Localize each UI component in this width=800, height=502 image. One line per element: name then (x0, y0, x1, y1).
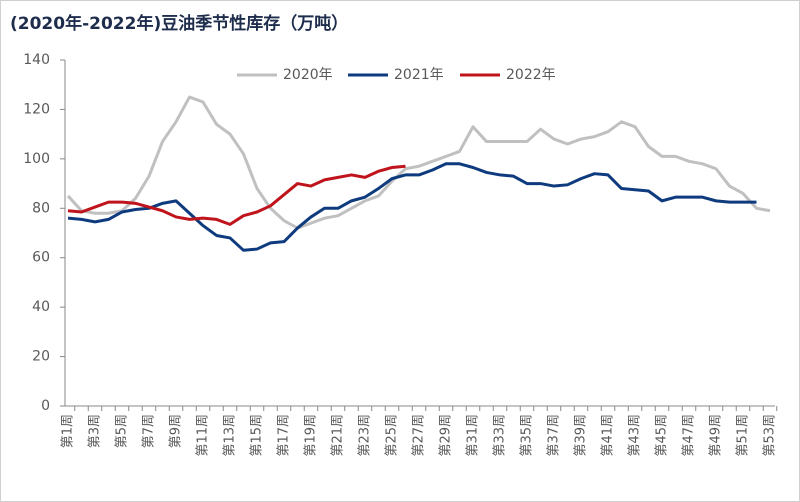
legend-label: 2021年 (394, 67, 444, 83)
x-tick-label: 第15周 (250, 414, 265, 457)
x-tick-label: 第3周 (88, 414, 103, 448)
series-line (67, 162, 757, 252)
x-tick-label: 第31周 (466, 414, 481, 457)
series-line (66, 95, 771, 230)
x-tick-label: 第1周 (61, 414, 76, 448)
x-tick-label: 第35周 (520, 414, 535, 457)
x-tick-label: 第45周 (655, 414, 670, 457)
series-line (67, 164, 406, 226)
x-tick-label: 第17周 (277, 414, 292, 457)
y-tick-label: 60 (32, 250, 50, 266)
y-tick-label: 0 (41, 398, 50, 414)
x-tick-label: 第11周 (196, 414, 211, 457)
y-tick-label: 20 (32, 349, 50, 365)
legend-label: 2020年 (283, 67, 333, 83)
x-tick-label: 第7周 (142, 414, 157, 448)
x-tick-label: 第39周 (574, 414, 589, 457)
x-tick-label: 第21周 (331, 414, 346, 457)
y-tick-label: 120 (23, 101, 50, 117)
x-tick-label: 第5周 (115, 414, 130, 448)
x-tick-label: 第27周 (412, 414, 427, 457)
y-tick-label: 100 (23, 151, 50, 167)
x-tick-label: 第23周 (358, 414, 373, 457)
x-tick-label: 第41周 (601, 414, 616, 457)
x-tick-label: 第51周 (736, 414, 751, 457)
x-tick-label: 第9周 (169, 414, 184, 448)
legend-label: 2022年 (506, 67, 556, 83)
x-tick-label: 第19周 (304, 414, 319, 457)
x-tick-label: 第43周 (628, 414, 643, 457)
x-tick-label: 第53周 (763, 414, 778, 457)
x-tick-label: 第37周 (547, 414, 562, 457)
y-tick-label: 80 (32, 200, 50, 216)
x-tick-label: 第29周 (439, 414, 454, 457)
x-tick-label: 第13周 (223, 414, 238, 457)
y-tick-label: 140 (23, 52, 50, 68)
chart-title: (2020年-2022年)豆油季节性库存（万吨） (10, 13, 348, 34)
x-tick-label: 第25周 (385, 414, 400, 457)
x-tick-label: 第49周 (709, 414, 724, 457)
y-tick-label: 40 (32, 299, 50, 315)
x-tick-label: 第33周 (493, 414, 508, 457)
x-tick-label: 第47周 (682, 414, 697, 457)
